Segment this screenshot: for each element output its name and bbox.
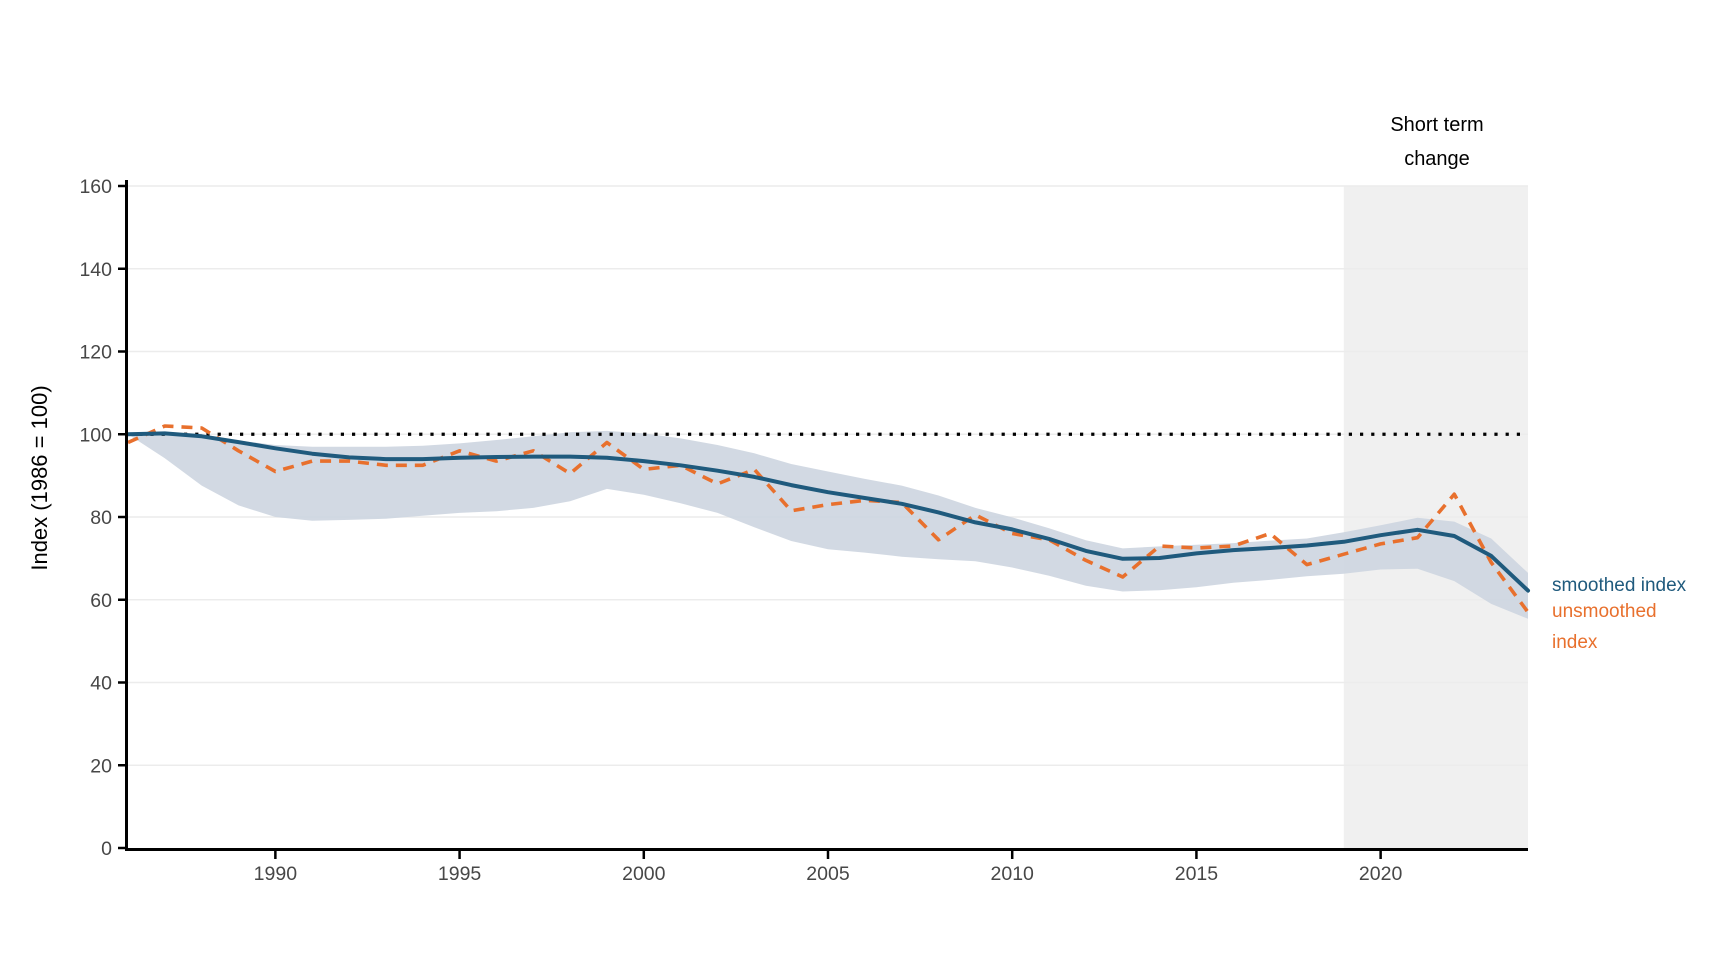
y-tick-label-20: 20 xyxy=(90,755,112,777)
y-tick-label-80: 80 xyxy=(90,507,112,529)
y-tick-label-40: 40 xyxy=(90,673,112,695)
y-tick-label-100: 100 xyxy=(79,424,112,446)
x-tick-label-1995: 1995 xyxy=(438,863,482,885)
y-tick-label-120: 120 xyxy=(79,342,112,364)
unsmoothed-index-line xyxy=(127,424,1530,614)
legend-unsmoothed-index-line2: index xyxy=(1552,632,1598,653)
y-tick-label-140: 140 xyxy=(79,259,112,281)
y-tick-label-60: 60 xyxy=(90,590,112,612)
short-term-change-label-line2: change xyxy=(1404,148,1470,170)
short-term-change-label-line1: Short term xyxy=(1390,114,1484,136)
y-tick-label-160: 160 xyxy=(79,176,112,198)
x-tick-label-2015: 2015 xyxy=(1175,863,1219,885)
smoothed-index-line xyxy=(126,431,1530,593)
x-tick-label-2020: 2020 xyxy=(1359,863,1403,885)
short-term-change-label: Short term change xyxy=(1327,108,1547,176)
legend-unsmoothed-index-line1: unsmoothed xyxy=(1552,601,1657,622)
y-axis-title: Index (1986 = 100) xyxy=(27,385,52,571)
x-tick-label-2010: 2010 xyxy=(991,863,1035,885)
x-tick-label-1990: 1990 xyxy=(254,863,298,885)
legend-smoothed-index: smoothed index xyxy=(1552,575,1687,596)
y-tick-label-0: 0 xyxy=(101,838,112,860)
x-tick-label-2000: 2000 xyxy=(622,863,666,885)
x-tick-label-2005: 2005 xyxy=(806,863,850,885)
confidence-band xyxy=(128,430,1528,619)
